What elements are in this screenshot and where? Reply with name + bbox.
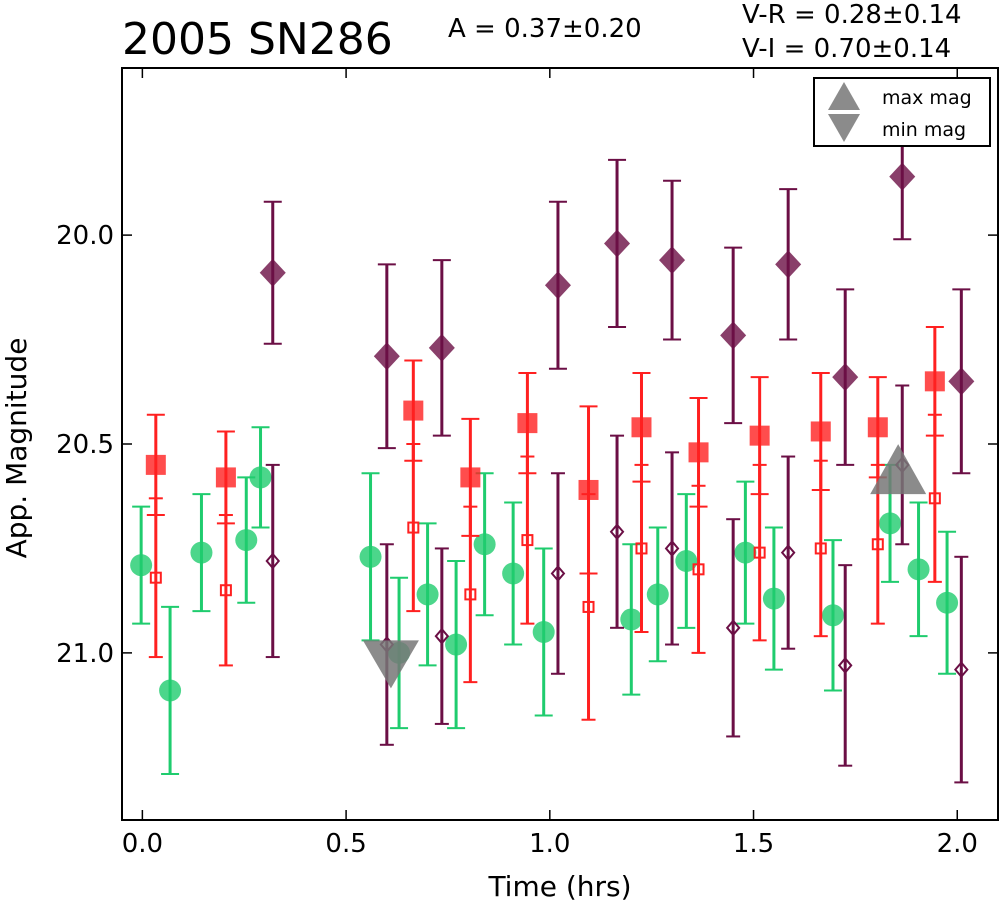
i-band-point <box>720 321 747 350</box>
v-band-point <box>235 529 258 552</box>
amplitude-label: A = 0.37±0.20 <box>448 14 642 44</box>
chart-title: 2005 SN286 <box>122 14 393 65</box>
legend-max-mag-icon <box>828 82 860 110</box>
r-band-point <box>688 442 709 463</box>
i-band-point <box>544 271 571 300</box>
y-tick-label: 20.5 <box>56 430 114 460</box>
r-band-point <box>867 417 888 438</box>
i-corrected-point <box>725 619 741 637</box>
v-band-point <box>936 591 959 614</box>
i-corrected-point <box>664 539 680 557</box>
x-axis-label: Time (hrs) <box>487 870 631 903</box>
legend-min-mag-icon <box>828 114 860 142</box>
i-band-point <box>889 162 916 191</box>
v-band-point <box>907 558 930 581</box>
x-tick-label: 2.0 <box>937 829 978 859</box>
i-band-point <box>775 250 802 279</box>
r-band-point <box>517 413 538 434</box>
i-band-point <box>259 258 286 287</box>
i-corrected-point <box>609 523 625 541</box>
i-corrected-point <box>954 661 969 679</box>
r-band-point <box>749 425 770 446</box>
series-v <box>130 426 959 776</box>
r-band-point <box>460 467 481 488</box>
axes-layer: 0.0 0.5 1.0 1.5 2.0 20.0 20.5 21.0 Time (hrs) App… <box>0 68 998 903</box>
r-corrected-point <box>219 584 232 597</box>
x-tick-label: 1.5 <box>733 829 774 859</box>
r-corrected-point <box>464 588 477 601</box>
min-mag-triangle <box>362 640 419 689</box>
r-band-point <box>631 417 652 438</box>
r-band-point <box>145 454 166 475</box>
x-tick-label: 0.5 <box>325 829 366 859</box>
v-band-point <box>879 512 902 535</box>
v-band-point <box>445 633 468 656</box>
i-band-point <box>659 246 686 275</box>
r-band-point <box>215 467 236 488</box>
r-band-point <box>403 400 424 421</box>
y-axis-label: App. Magnitude <box>0 338 33 559</box>
r-corrected-point <box>635 542 648 555</box>
r-band-point <box>810 421 831 442</box>
r-corrected-point <box>521 534 534 547</box>
v-band-point <box>416 583 439 606</box>
v-band-point <box>159 679 182 702</box>
i-band-point <box>373 342 400 371</box>
series-i <box>259 112 975 475</box>
v-band-point <box>646 583 669 606</box>
i-corrected-point <box>434 627 450 645</box>
r-corrected-point <box>582 600 595 613</box>
max-mag-triangle <box>870 444 927 495</box>
series-r-v-r-corrected- <box>148 413 942 721</box>
v-band-point <box>532 621 555 643</box>
series-r <box>145 326 945 575</box>
v-band-point <box>502 562 525 585</box>
i-corrected-point <box>550 564 566 583</box>
r-corrected-point <box>871 538 884 551</box>
v-band-point <box>190 541 213 564</box>
legend-max-mag-label: max mag <box>882 87 972 109</box>
x-tick-label: 1.0 <box>529 829 570 859</box>
legend: max mag min mag <box>813 77 991 147</box>
plot-frame <box>121 67 999 821</box>
i-band-point <box>948 367 975 396</box>
v-i-color-label: V-I = 0.70±0.14 <box>742 34 952 64</box>
r-band-point <box>924 371 945 392</box>
v-band-point <box>821 604 844 627</box>
y-tick-label: 21.0 <box>56 639 114 669</box>
i-corrected-point <box>780 544 796 562</box>
v-band-point <box>734 541 757 564</box>
v-band-point <box>130 554 153 577</box>
r-corrected-point <box>753 546 766 559</box>
r-corrected-point <box>692 563 705 576</box>
r-corrected-point <box>149 571 162 584</box>
i-band-point <box>604 229 631 258</box>
v-band-point <box>249 466 272 489</box>
y-tick-label: 20.0 <box>56 221 114 251</box>
legend-min-mag-label: min mag <box>882 119 966 141</box>
i-band-point <box>428 333 455 362</box>
x-tick-label: 0.0 <box>122 829 163 859</box>
r-corrected-point <box>407 521 420 534</box>
v-band-point <box>359 545 382 568</box>
i-band-point <box>832 363 859 392</box>
v-band-point <box>473 533 496 556</box>
data-layer <box>130 112 975 784</box>
v-band-point <box>620 608 643 631</box>
i-corrected-point <box>837 656 853 674</box>
r-corrected-point <box>928 492 941 505</box>
r-corrected-point <box>814 542 827 555</box>
v-band-point <box>675 549 698 572</box>
v-band-point <box>762 587 785 610</box>
v-r-color-label: V-R = 0.28±0.14 <box>742 0 962 30</box>
i-corrected-point <box>265 552 281 570</box>
